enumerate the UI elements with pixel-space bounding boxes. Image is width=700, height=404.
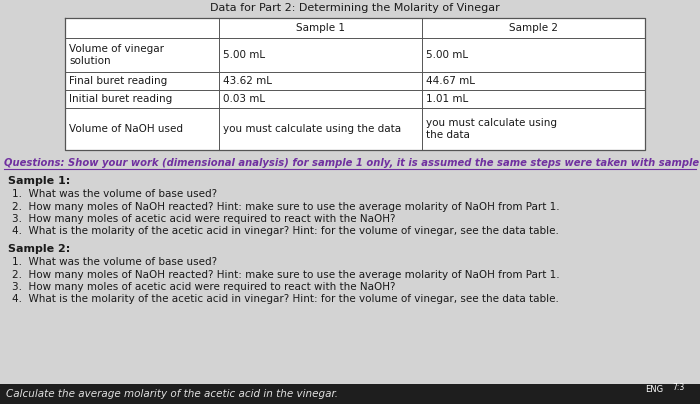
Text: 5.00 mL: 5.00 mL [223, 50, 265, 60]
Text: Data for Part 2: Determining the Molarity of Vinegar: Data for Part 2: Determining the Molarit… [210, 3, 500, 13]
Text: 4.  What is the molarity of the acetic acid in vinegar? Hint: for the volume of : 4. What is the molarity of the acetic ac… [12, 295, 559, 305]
Text: Initial buret reading: Initial buret reading [69, 94, 172, 104]
Bar [65, 18, 645, 150]
Text: 2.  How many moles of NaOH reacted? Hint: make sure to use the average molarity : 2. How many moles of NaOH reacted? Hint:… [12, 269, 559, 280]
Text: 1.  What was the volume of base used?: 1. What was the volume of base used? [12, 189, 217, 199]
Text: 2.  How many moles of NaOH reacted? Hint: make sure to use the average molarity : 2. How many moles of NaOH reacted? Hint:… [12, 202, 559, 212]
Text: 1.01 mL: 1.01 mL [426, 94, 468, 104]
Text: you must calculate using the data: you must calculate using the data [223, 124, 401, 134]
Text: ENG: ENG [645, 385, 663, 393]
Text: 0.03 mL: 0.03 mL [223, 94, 265, 104]
Text: 3.  How many moles of acetic acid were required to react with the NaOH?: 3. How many moles of acetic acid were re… [12, 214, 395, 224]
Text: Calculate the average molarity of the acetic acid in the vinegar.: Calculate the average molarity of the ac… [6, 389, 338, 399]
Text: Questions: Show your work (dimensional analysis) for sample 1 only, it is assume: Questions: Show your work (dimensional a… [4, 158, 700, 168]
Text: 4.  What is the molarity of the acetic acid in vinegar? Hint: for the volume of : 4. What is the molarity of the acetic ac… [12, 227, 559, 236]
Text: Sample 2:: Sample 2: [8, 244, 70, 254]
Bar [0, 384, 700, 404]
Text: Volume of vinegar
solution: Volume of vinegar solution [69, 44, 164, 66]
Text: Sample 1: Sample 1 [295, 23, 344, 33]
Text: you must calculate using
the data: you must calculate using the data [426, 118, 556, 140]
Text: 1.  What was the volume of base used?: 1. What was the volume of base used? [12, 257, 217, 267]
Text: Final buret reading: Final buret reading [69, 76, 167, 86]
Text: 7:3: 7:3 [672, 383, 685, 391]
Text: Sample 1:: Sample 1: [8, 176, 70, 186]
Text: Volume of NaOH used: Volume of NaOH used [69, 124, 183, 134]
Text: 44.67 mL: 44.67 mL [426, 76, 475, 86]
Text: 3.  How many moles of acetic acid were required to react with the NaOH?: 3. How many moles of acetic acid were re… [12, 282, 395, 292]
Text: 43.62 mL: 43.62 mL [223, 76, 272, 86]
Text: Sample 2: Sample 2 [509, 23, 558, 33]
Text: 5.00 mL: 5.00 mL [426, 50, 468, 60]
